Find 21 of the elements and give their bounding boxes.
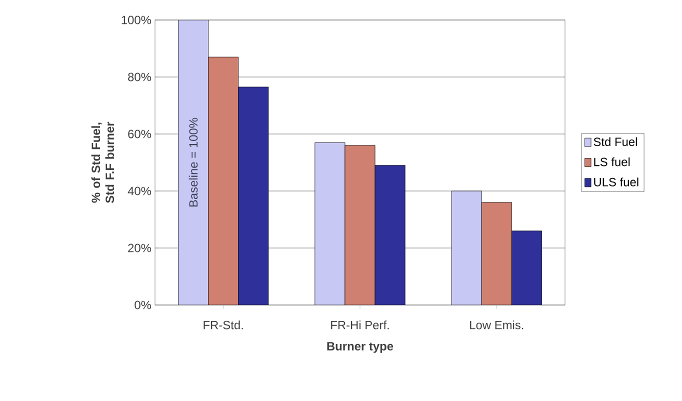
bar bbox=[374, 165, 406, 305]
legend-label: Std Fuel bbox=[594, 137, 637, 146]
legend-label: ULS fuel bbox=[594, 178, 638, 186]
bar bbox=[481, 202, 512, 305]
bar bbox=[238, 86, 269, 305]
y-tick-label: 20% bbox=[128, 244, 152, 252]
y-axis-title: % of Std Fuel, Std F.F burner bbox=[91, 122, 114, 203]
y-tick-label: 60% bbox=[128, 130, 152, 138]
x-tick-label: Low Emis. bbox=[470, 320, 524, 330]
annotation: Baseline = 100% bbox=[188, 118, 198, 207]
bar bbox=[512, 230, 542, 305]
x-axis-title: Burner type bbox=[327, 342, 394, 353]
y-tick-label: 80% bbox=[128, 72, 152, 82]
y-tick-label: 0% bbox=[134, 300, 152, 310]
y-tick-label: 40% bbox=[128, 186, 152, 196]
bar bbox=[208, 56, 239, 305]
legend-label: LS fuel bbox=[594, 157, 630, 166]
y-tick-label: 100% bbox=[122, 16, 152, 24]
bar bbox=[344, 145, 376, 305]
x-tick-label: FR-Std. bbox=[204, 320, 243, 330]
x-tick-label: FR-Hi Perf. bbox=[331, 320, 389, 330]
